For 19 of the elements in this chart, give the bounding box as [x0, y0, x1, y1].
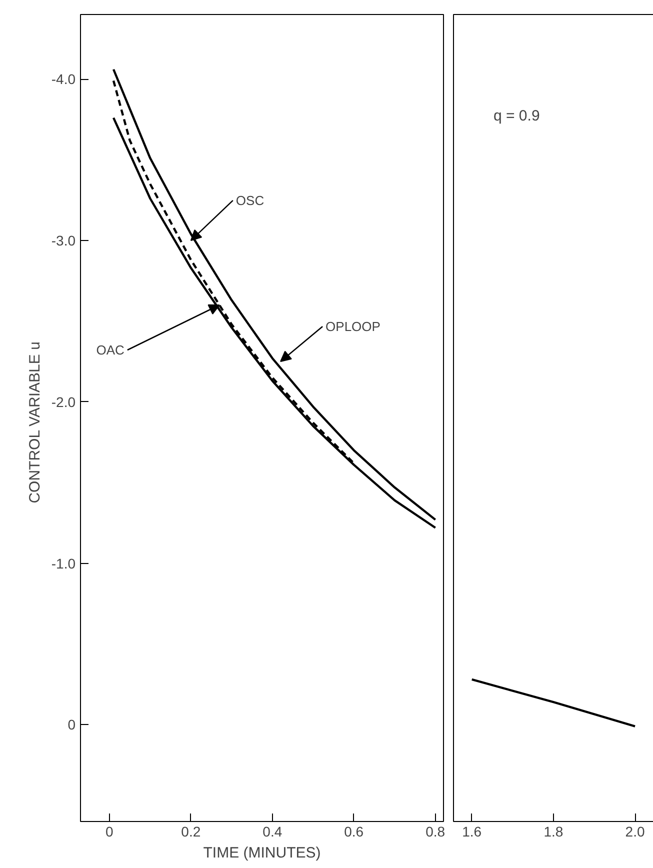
y-tick-label: -4.0 — [51, 71, 76, 88]
x-tick-label: 0.2 — [181, 824, 201, 840]
x-tick-label: 0 — [106, 824, 114, 840]
x-tick-label: 0.4 — [262, 824, 282, 840]
x-tick-label: 0.6 — [344, 824, 364, 840]
y-tick-label: -2.0 — [51, 394, 76, 410]
x-tick-label: 2.0 — [625, 824, 645, 840]
annotation: q = 0.9 — [494, 108, 540, 124]
y-tick-label: -3.0 — [51, 232, 76, 248]
x-axis-title: TIME (MINUTES) — [203, 844, 321, 862]
annotation: OAC — [96, 342, 124, 358]
y-tick-label: -1.0 — [51, 555, 76, 572]
x-tick-label: 1.6 — [462, 824, 482, 840]
y-tick-label: 0 — [68, 716, 76, 733]
x-tick-label: 0.8 — [426, 824, 446, 840]
annotation: OPLOOP — [326, 319, 380, 334]
annotation: OSC — [236, 192, 264, 208]
x-tick-label: 1.8 — [544, 824, 564, 840]
y-axis-title: CONTROL VARIABLE u — [26, 342, 44, 504]
